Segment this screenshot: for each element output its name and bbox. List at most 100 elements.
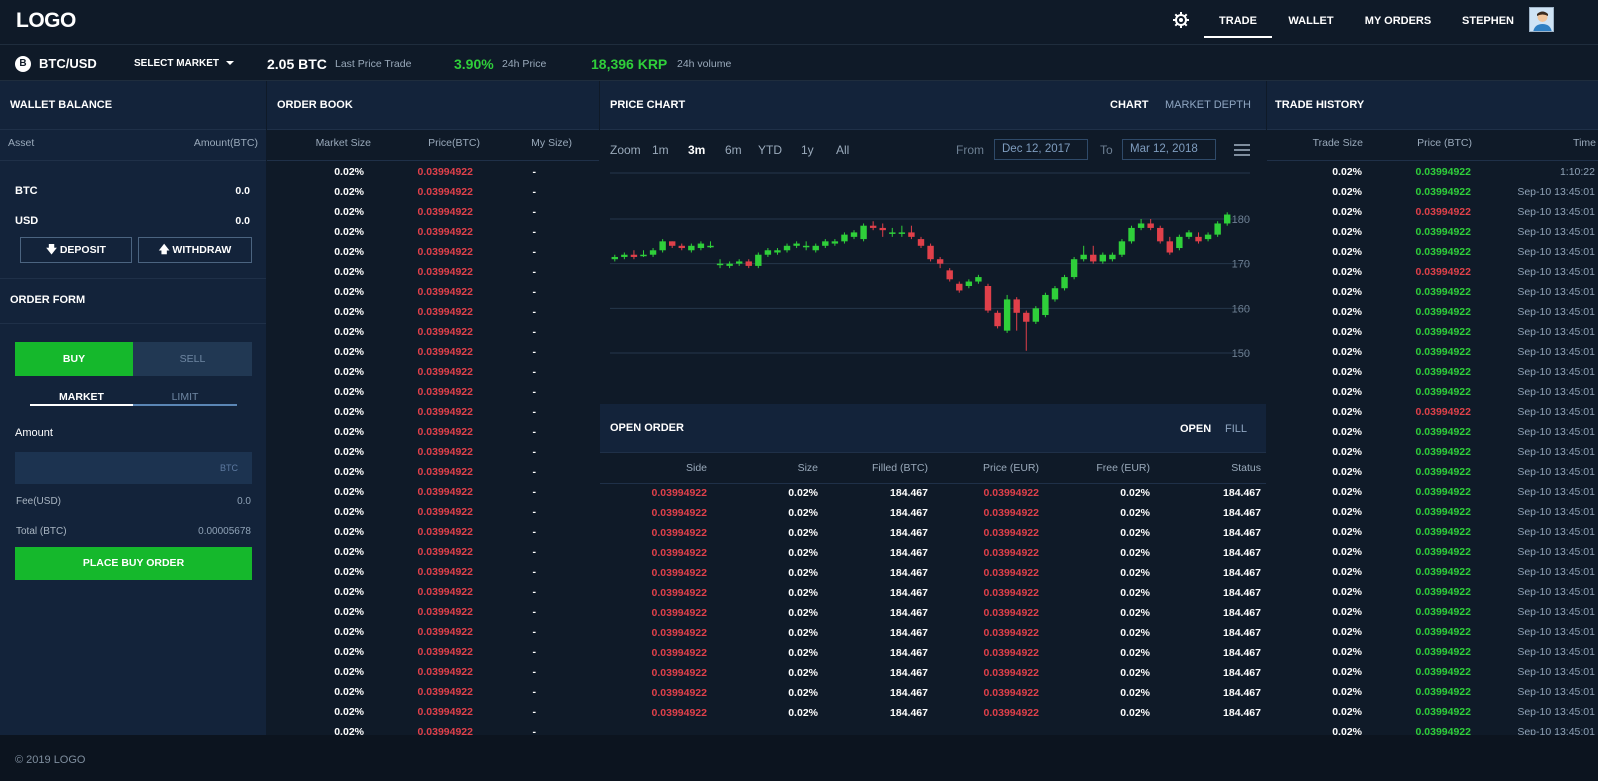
- nav-wallet[interactable]: WALLET: [1288, 15, 1334, 27]
- table-row[interactable]: 0.03994922 0.02% 184.467 0.03994922 0.02% 184…: [600, 603, 1266, 623]
- candle-down[interactable]: [936, 259, 944, 264]
- candle-up[interactable]: [764, 250, 772, 255]
- candle-down[interactable]: [1147, 223, 1154, 228]
- candle-up[interactable]: [1080, 254, 1087, 260]
- candle-up[interactable]: [697, 243, 705, 249]
- candle-down[interactable]: [1195, 236, 1202, 242]
- table-row[interactable]: 0.02% 0.03994922 Sep-10 13:45:01: [1266, 202, 1598, 222]
- table-row[interactable]: 0.02% 0.03994922 -: [268, 682, 598, 702]
- tab-open[interactable]: OPEN: [1180, 423, 1212, 435]
- candle-up[interactable]: [822, 241, 829, 246]
- candle-up[interactable]: [1118, 241, 1126, 255]
- candle-down[interactable]: [630, 254, 638, 257]
- candle-up[interactable]: [649, 250, 657, 255]
- table-row[interactable]: 0.02% 0.03994922 Sep-10 13:45:01: [1266, 282, 1598, 302]
- candle-up[interactable]: [975, 277, 982, 282]
- menu-icon[interactable]: [1234, 144, 1250, 157]
- candle-up[interactable]: [1070, 259, 1078, 278]
- table-row[interactable]: 0.03994922 0.02% 184.467 0.03994922 0.02% 184…: [600, 503, 1266, 523]
- candle-up[interactable]: [735, 261, 743, 264]
- table-row[interactable]: 0.02% 0.03994922 -: [268, 542, 598, 562]
- table-row[interactable]: 0.03994922 0.02% 184.467 0.03994922 0.02% 184…: [600, 563, 1266, 583]
- table-row[interactable]: 0.02% 0.03994922 Sep-10 13:45:01: [1266, 702, 1598, 722]
- table-row[interactable]: 0.02% 0.03994922 Sep-10 13:45:01: [1266, 422, 1598, 442]
- table-row[interactable]: 0.02% 0.03994922 Sep-10 13:45:01: [1266, 642, 1598, 662]
- candle-up[interactable]: [1061, 277, 1068, 289]
- table-row[interactable]: 0.02% 0.03994922 Sep-10 13:45:01: [1266, 562, 1598, 582]
- candle-down[interactable]: [946, 270, 953, 280]
- table-row[interactable]: 0.02% 0.03994922 -: [268, 482, 598, 502]
- candle-up[interactable]: [1224, 214, 1231, 224]
- table-row[interactable]: 0.02% 0.03994922 -: [268, 442, 598, 462]
- table-row[interactable]: 0.03994922 0.02% 184.467 0.03994922 0.02% 184…: [600, 483, 1266, 503]
- nav-my-orders[interactable]: MY ORDERS: [1364, 15, 1432, 27]
- candle-up[interactable]: [611, 256, 618, 260]
- deposit-button[interactable]: 🡇 DEPOSIT: [20, 237, 132, 263]
- table-row[interactable]: 0.02% 0.03994922 -: [268, 502, 598, 522]
- candle-down[interactable]: [956, 283, 963, 291]
- table-row[interactable]: 0.03994922 0.02% 184.467 0.03994922 0.02% 184…: [600, 623, 1266, 643]
- candle-up[interactable]: [1032, 308, 1040, 322]
- table-row[interactable]: 0.03994922 0.02% 184.467 0.03994922 0.02% 184…: [600, 643, 1266, 663]
- zoom-1y[interactable]: 1y: [801, 143, 814, 157]
- candle-up[interactable]: [1051, 288, 1059, 300]
- candle-up[interactable]: [889, 232, 896, 234]
- tab-market[interactable]: MARKET: [30, 391, 133, 406]
- table-row[interactable]: 0.02% 0.03994922 -: [268, 462, 598, 482]
- candle-down[interactable]: [869, 225, 877, 228]
- tab-fill[interactable]: FILL: [1225, 423, 1248, 435]
- candle-up[interactable]: [1185, 232, 1193, 237]
- candle-up[interactable]: [774, 250, 781, 253]
- candle-up[interactable]: [659, 241, 666, 251]
- candle-up[interactable]: [1003, 299, 1011, 331]
- candle-down[interactable]: [879, 227, 886, 231]
- zoom-6m[interactable]: 6m: [725, 143, 742, 157]
- candle-down[interactable]: [669, 241, 676, 246]
- table-row[interactable]: 0.02% 0.03994922 -: [268, 602, 598, 622]
- candle-up[interactable]: [640, 254, 647, 257]
- table-row[interactable]: 0.03994922 0.02% 184.467 0.03994922 0.02% 184…: [600, 683, 1266, 703]
- table-row[interactable]: 0.02% 0.03994922 -: [268, 702, 598, 722]
- table-row[interactable]: 0.02% 0.03994922 Sep-10 13:45:01: [1266, 542, 1598, 562]
- table-row[interactable]: 0.02% 0.03994922 -: [268, 622, 598, 642]
- gear-icon[interactable]: [1172, 11, 1190, 29]
- table-row[interactable]: 0.02% 0.03994922 -: [268, 162, 598, 182]
- table-row[interactable]: 0.02% 0.03994922 -: [268, 302, 598, 322]
- table-row[interactable]: 0.02% 0.03994922 -: [268, 202, 598, 222]
- table-row[interactable]: 0.02% 0.03994922 Sep-10 13:45:01: [1266, 322, 1598, 342]
- candle-up[interactable]: [812, 245, 819, 251]
- sell-toggle[interactable]: SELL: [133, 342, 252, 376]
- table-row[interactable]: 0.02% 0.03994922 Sep-10 13:45:01: [1266, 442, 1598, 462]
- candle-up[interactable]: [793, 243, 800, 246]
- table-row[interactable]: 0.02% 0.03994922 -: [268, 362, 598, 382]
- candle-down[interactable]: [1013, 299, 1020, 313]
- table-row[interactable]: 0.02% 0.03994922 Sep-10 13:45:01: [1266, 682, 1598, 702]
- to-date-input[interactable]: Mar 12, 2018: [1122, 139, 1216, 160]
- candle-down[interactable]: [927, 245, 934, 260]
- nav-user-name[interactable]: STEPHEN: [1462, 15, 1514, 27]
- table-row[interactable]: 0.02% 0.03994922 Sep-10 13:45:01: [1266, 462, 1598, 482]
- table-row[interactable]: 0.02% 0.03994922 Sep-10 13:45:01: [1266, 182, 1598, 202]
- candle-up[interactable]: [1176, 236, 1183, 249]
- logo[interactable]: LOGO: [16, 9, 76, 32]
- candle-up[interactable]: [755, 254, 762, 266]
- table-row[interactable]: 0.02% 0.03994922 Sep-10 13:45:01: [1266, 522, 1598, 542]
- table-row[interactable]: 0.02% 0.03994922 -: [268, 342, 598, 362]
- candle-up[interactable]: [1204, 234, 1212, 240]
- candle-up[interactable]: [783, 245, 791, 251]
- table-row[interactable]: 0.02% 0.03994922 -: [268, 402, 598, 422]
- candle-up[interactable]: [1214, 223, 1221, 235]
- amount-input[interactable]: BTC: [15, 452, 252, 484]
- table-row[interactable]: 0.02% 0.03994922 Sep-10 13:45:01: [1266, 302, 1598, 322]
- table-row[interactable]: 0.02% 0.03994922 Sep-10 13:45:01: [1266, 622, 1598, 642]
- candle-up[interactable]: [898, 232, 906, 234]
- candle-up[interactable]: [1128, 227, 1135, 242]
- candle-up[interactable]: [707, 245, 714, 248]
- table-row[interactable]: 0.02% 0.03994922 Sep-10 13:45:01: [1266, 502, 1598, 522]
- candle-down[interactable]: [1157, 227, 1164, 242]
- table-row[interactable]: 0.02% 0.03994922 Sep-10 13:45:01: [1266, 242, 1598, 262]
- table-row[interactable]: 0.02% 0.03994922 -: [268, 662, 598, 682]
- table-row[interactable]: 0.02% 0.03994922 Sep-10 13:45:01: [1266, 482, 1598, 502]
- table-row[interactable]: 0.02% 0.03994922 Sep-10 13:45:01: [1266, 602, 1598, 622]
- candle-up[interactable]: [1099, 254, 1107, 262]
